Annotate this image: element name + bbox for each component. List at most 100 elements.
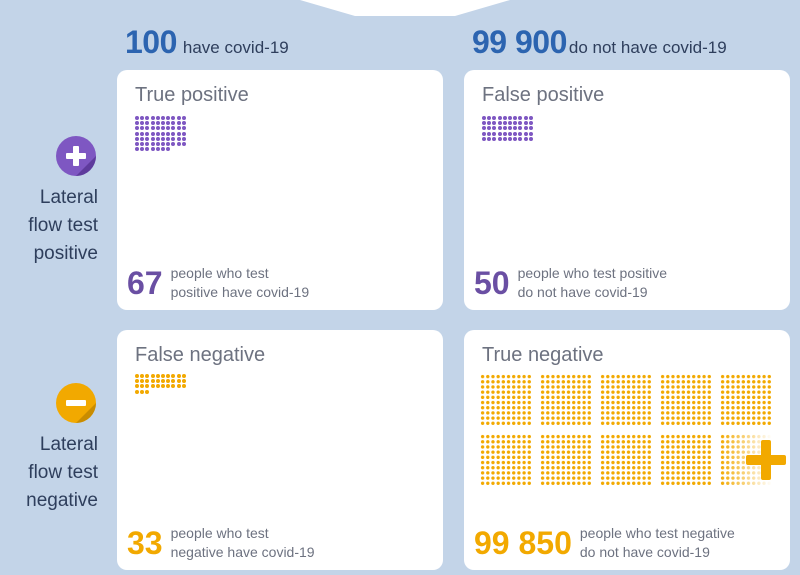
person-dot [507, 116, 512, 120]
person-dot [140, 379, 145, 384]
person-dot [140, 384, 145, 389]
person-dot [171, 121, 176, 126]
person-dot [155, 379, 160, 384]
card-desc-line-2: do not have covid-19 [517, 284, 648, 300]
person-dot [176, 116, 181, 120]
card-title: False negative [135, 344, 266, 366]
row-positive-line-1: Lateral [39, 187, 98, 208]
card-stat: 33 people who test negative have covid-1… [127, 524, 315, 562]
person-dot [181, 384, 186, 389]
person-dot [518, 116, 523, 120]
person-dot [181, 131, 186, 136]
person-dot [171, 136, 176, 141]
person-dot [181, 374, 186, 378]
header-no-covid-text: do not have covid-19 [568, 38, 727, 57]
person-dot [140, 147, 145, 152]
person-dot [518, 131, 523, 136]
person-dot [181, 121, 186, 126]
person-dot [528, 116, 533, 120]
person-dot [492, 121, 497, 126]
person-dot [513, 121, 518, 126]
person-dot [145, 131, 150, 136]
card-stat: 99 850 people who test negative do not h… [474, 524, 735, 562]
person-dot [160, 121, 165, 126]
person-dot [497, 121, 502, 126]
dot-block [600, 434, 652, 486]
person-dot [181, 141, 186, 146]
card-stat: 50 people who test positive do not have … [474, 264, 667, 302]
person-dot [171, 131, 176, 136]
person-dot [166, 384, 171, 389]
person-dot [160, 136, 165, 141]
person-dot [482, 126, 486, 131]
header-covid-number: 100 [125, 24, 177, 60]
person-dot [150, 136, 155, 141]
person-dot [523, 116, 528, 120]
person-dot [497, 136, 502, 141]
person-dot [528, 136, 533, 141]
person-dot [166, 126, 171, 131]
card-desc-line-1: people who test negative [579, 525, 735, 541]
person-dot [140, 389, 145, 394]
person-dot [166, 141, 171, 146]
person-dot [166, 116, 171, 120]
row-negative-line-1: Lateral [39, 434, 98, 455]
person-dot [502, 136, 507, 141]
person-dot [181, 379, 186, 384]
person-dot [155, 116, 160, 120]
person-dot [507, 136, 512, 141]
person-dot [513, 136, 518, 141]
person-dot [482, 116, 486, 120]
person-dot [497, 126, 502, 131]
person-dot [507, 126, 512, 131]
person-dot [487, 121, 492, 126]
person-dot [166, 131, 171, 136]
card-desc-line-2: do not have covid-19 [579, 544, 710, 560]
person-dot [150, 141, 155, 146]
person-dot [135, 131, 139, 136]
person-dot [150, 126, 155, 131]
person-dot [487, 116, 492, 120]
person-dot [145, 136, 150, 141]
person-dot [497, 116, 502, 120]
person-dot [171, 384, 176, 389]
person-dot [176, 121, 181, 126]
person-dot [145, 379, 150, 384]
person-dot [160, 374, 165, 378]
row-positive-line-3: positive [33, 243, 98, 264]
person-dot [497, 131, 502, 136]
person-dot [135, 147, 139, 152]
card-false-negative: False negative 33 people who test negati… [117, 330, 443, 570]
card-true-positive: True positive 67 people who test positiv… [117, 70, 443, 310]
person-dot [145, 374, 150, 378]
person-dot [528, 131, 533, 136]
person-dot [135, 379, 139, 384]
person-dot [492, 136, 497, 141]
person-dot [160, 379, 165, 384]
person-dot [518, 121, 523, 126]
person-dot [523, 136, 528, 141]
person-dot [492, 126, 497, 131]
person-dot [513, 116, 518, 120]
row-negative-line-2: flow test [28, 462, 98, 483]
person-dot [492, 116, 497, 120]
person-dot [150, 379, 155, 384]
card-stat: 67 people who test positive have covid-1… [127, 264, 309, 302]
person-dot [145, 126, 150, 131]
person-dot [171, 126, 176, 131]
person-dot [166, 136, 171, 141]
person-dot [155, 147, 160, 152]
person-dot [145, 147, 150, 152]
person-dot [513, 131, 518, 136]
person-dot [135, 126, 139, 131]
person-dot [487, 126, 492, 131]
person-dot [155, 136, 160, 141]
card-title: True positive [135, 84, 249, 106]
person-dot [528, 126, 533, 131]
person-dot [155, 131, 160, 136]
person-dot [150, 131, 155, 136]
dot-block [660, 434, 712, 486]
person-dot [135, 384, 139, 389]
card-count: 50 [474, 264, 510, 301]
person-dot [181, 116, 186, 120]
